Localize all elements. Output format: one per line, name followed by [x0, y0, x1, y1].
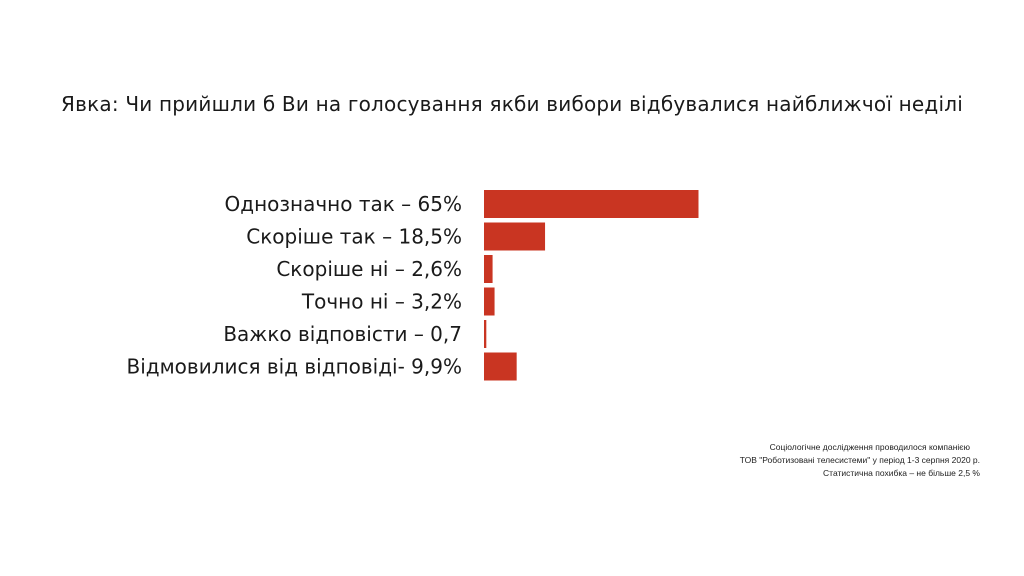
bar-1 — [484, 222, 546, 251]
bar-2 — [484, 255, 493, 283]
category-label-2: Скоріше ні – 2,6% — [276, 257, 462, 281]
category-label-3: Точно ні – 3,2% — [301, 290, 462, 314]
bar-3 — [484, 287, 495, 316]
note-line-1: Соціологічне дослідження проводилося ком… — [769, 442, 970, 452]
category-label-4: Важко відповісти – 0,7 — [223, 322, 462, 346]
note-line-2: ТОВ "Роботизовані телесистеми" у період … — [739, 455, 980, 465]
survey-note: Соціологічне дослідження проводилося ком… — [740, 441, 980, 480]
bar-4 — [484, 320, 487, 348]
category-label-1: Скоріше так – 18,5% — [246, 225, 462, 249]
bar-5 — [484, 352, 517, 381]
chart-title: Явка: Чи прийшли б Ви на голосування якб… — [61, 92, 963, 116]
category-label-0: Однозначно так – 65% — [225, 192, 463, 216]
note-line-3: Статистична похибка – не більше 2,5 % — [823, 468, 980, 478]
category-label-5: Відмовилися від відповіді- 9,9% — [126, 355, 462, 379]
bar-0 — [484, 190, 699, 218]
